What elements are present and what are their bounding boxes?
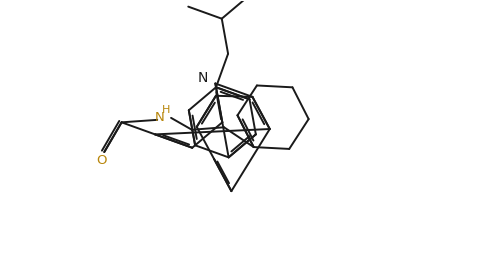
Text: O: O	[96, 154, 107, 167]
Text: N: N	[198, 70, 208, 84]
Text: N: N	[154, 111, 164, 124]
Text: H: H	[162, 105, 170, 115]
